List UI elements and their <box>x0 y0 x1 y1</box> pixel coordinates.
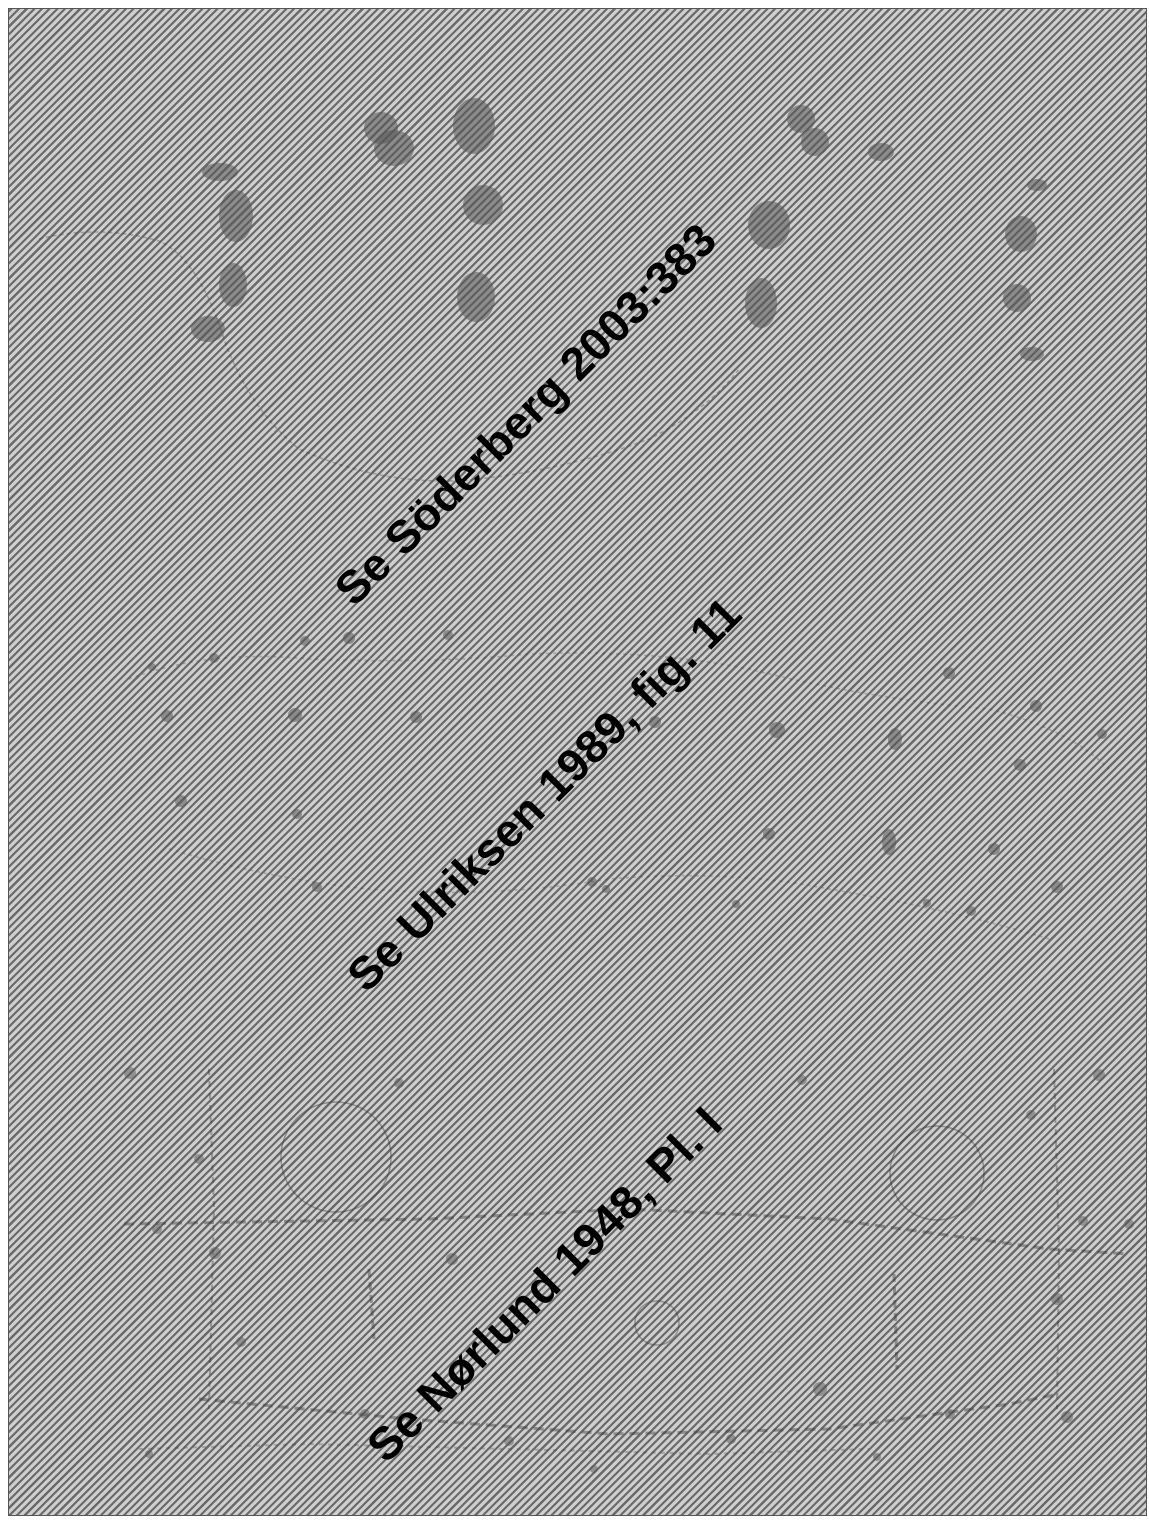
post-hole <box>813 1382 827 1396</box>
post-hole <box>145 1450 153 1458</box>
post-hole <box>882 829 896 855</box>
post-hole <box>463 185 503 225</box>
post-hole <box>988 843 1000 855</box>
post-hole <box>1078 1216 1088 1226</box>
house-outline-top <box>38 231 740 482</box>
post-hole <box>868 143 894 161</box>
plan-group-bottom <box>123 1068 1130 1456</box>
post-hole <box>745 278 777 328</box>
round-feature <box>280 1101 392 1213</box>
wall-line <box>198 1392 1060 1436</box>
post-hole <box>966 906 976 916</box>
post-hole <box>457 272 495 322</box>
post-hole <box>209 653 219 663</box>
post-hole <box>923 899 931 907</box>
post-hole <box>504 1436 514 1446</box>
post-hole <box>590 1465 598 1473</box>
post-hole <box>312 882 322 892</box>
wall-line <box>367 1268 899 1370</box>
post-hole <box>175 795 187 807</box>
post-hole <box>888 728 902 750</box>
post-hole <box>152 1224 162 1234</box>
hatched-figure-panel: Se Söderberg 2003:383 Se Ulriksen 1989, … <box>8 8 1147 1516</box>
post-hole <box>1061 1411 1073 1423</box>
wall-line <box>138 1442 870 1456</box>
post-hole <box>453 98 495 154</box>
post-hole <box>763 828 775 840</box>
post-hole <box>649 716 661 728</box>
post-hole-group-middle <box>148 630 1107 916</box>
post-hole <box>1014 759 1026 771</box>
excavation-plan-drawing <box>38 98 1134 1473</box>
post-hole <box>748 201 790 249</box>
post-hole <box>873 1453 881 1461</box>
post-hole <box>209 1247 221 1259</box>
post-hole <box>191 316 225 342</box>
post-hole <box>787 105 815 133</box>
post-hole <box>343 632 355 644</box>
post-hole-group-top <box>191 98 1047 361</box>
post-hole <box>726 1434 736 1444</box>
post-hole <box>219 263 247 307</box>
post-hole <box>943 667 955 679</box>
post-hole <box>1093 1069 1105 1081</box>
post-hole <box>394 1078 404 1088</box>
post-hole-group-bottom <box>124 1067 1134 1473</box>
post-hole <box>410 711 422 723</box>
post-hole <box>769 722 785 738</box>
wall-line <box>208 1068 216 1410</box>
post-hole <box>1051 881 1063 893</box>
post-hole <box>1030 700 1042 712</box>
wall-line <box>1053 1068 1061 1410</box>
post-hole <box>1020 347 1044 361</box>
post-hole <box>1026 1110 1036 1120</box>
round-feature <box>889 1125 985 1221</box>
post-hole <box>801 128 829 156</box>
post-hole <box>446 1253 458 1265</box>
post-hole <box>443 630 453 640</box>
post-hole <box>732 900 740 908</box>
post-hole <box>236 1337 246 1347</box>
post-hole <box>374 130 414 166</box>
post-hole <box>587 877 597 887</box>
house-outline-middle <box>128 652 1110 940</box>
post-hole <box>1005 216 1037 252</box>
round-feature <box>634 1300 680 1346</box>
post-hole <box>1027 179 1047 191</box>
post-hole <box>219 190 253 242</box>
post-hole <box>148 663 156 671</box>
post-hole <box>1051 1293 1063 1305</box>
post-hole <box>161 710 173 722</box>
post-hole <box>360 1409 370 1419</box>
post-hole <box>1124 1219 1134 1229</box>
post-hole <box>194 1154 204 1164</box>
post-hole <box>1003 284 1031 312</box>
post-hole <box>202 163 238 181</box>
post-hole <box>602 885 610 893</box>
post-hole <box>124 1067 136 1079</box>
post-hole <box>300 636 310 646</box>
post-hole <box>1097 729 1107 739</box>
post-hole <box>288 708 302 722</box>
post-hole <box>797 1075 807 1085</box>
post-hole <box>945 1409 955 1419</box>
post-hole <box>292 809 302 819</box>
